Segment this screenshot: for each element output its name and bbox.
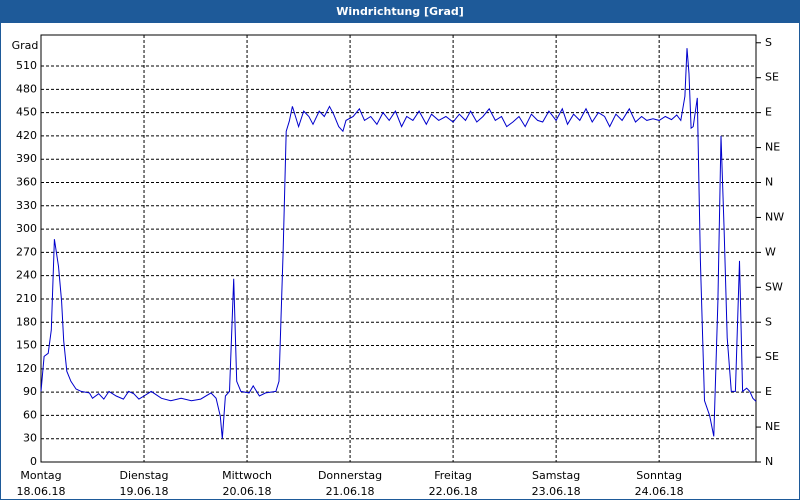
y-tick-label: 180 bbox=[16, 315, 37, 328]
y-tick-label: 390 bbox=[16, 152, 37, 165]
y2-tick-label: N bbox=[765, 176, 773, 189]
y2-tick-label: S bbox=[765, 36, 772, 49]
y-tick-label: 210 bbox=[16, 292, 37, 305]
y-tick-label: 150 bbox=[16, 339, 37, 352]
y-tick-label: 450 bbox=[16, 106, 37, 119]
y2-tick-label: NE bbox=[765, 141, 780, 154]
y-tick-label: 480 bbox=[16, 82, 37, 95]
chart-title: Windrichtung [Grad] bbox=[1, 1, 799, 23]
y-tick-label: 510 bbox=[16, 59, 37, 72]
y-axis-label: Grad bbox=[12, 39, 39, 52]
plot-border bbox=[40, 34, 757, 463]
y-tick-label: 360 bbox=[16, 176, 37, 189]
data-line bbox=[40, 48, 757, 439]
y-tick-label: 270 bbox=[16, 245, 37, 258]
y-tick-label: 330 bbox=[16, 199, 37, 212]
y2-tick-label: N bbox=[765, 455, 773, 468]
y2-tick-label: SW bbox=[765, 280, 783, 293]
y-tick-label: 30 bbox=[23, 432, 37, 445]
y2-tick-label: W bbox=[765, 245, 776, 258]
y2-tick-label: NE bbox=[765, 420, 780, 433]
y-tick-label: 0 bbox=[30, 455, 37, 468]
y-tick-label: 420 bbox=[16, 129, 37, 142]
plot-area bbox=[41, 35, 756, 462]
x-tick-label: Mittwoch 20.06.18 bbox=[222, 469, 272, 498]
y-tick-label: 60 bbox=[23, 408, 37, 421]
x-tick-label: Samstag 23.06.18 bbox=[531, 469, 581, 498]
y-tick-label: 300 bbox=[16, 222, 37, 235]
y2-tick-label: E bbox=[765, 385, 772, 398]
x-tick-label: Donnerstag 21.06.18 bbox=[317, 469, 383, 498]
y2-tick-label: E bbox=[765, 106, 772, 119]
y2-tick-label: S bbox=[765, 315, 772, 328]
y2-tick-label: SE bbox=[765, 350, 779, 363]
y2-tick-label: SE bbox=[765, 71, 779, 84]
x-tick-label: Montag 18.06.18 bbox=[16, 469, 66, 498]
y-tick-label: 240 bbox=[16, 269, 37, 282]
x-tick-label: Sonntag 24.06.18 bbox=[634, 469, 684, 498]
y-tick-label: 120 bbox=[16, 362, 37, 375]
y2-tick-label: NW bbox=[765, 210, 784, 223]
y-tick-label: 90 bbox=[23, 385, 37, 398]
x-tick-label: Dienstag 19.06.18 bbox=[119, 469, 169, 498]
x-tick-label: Freitag 22.06.18 bbox=[428, 469, 478, 498]
